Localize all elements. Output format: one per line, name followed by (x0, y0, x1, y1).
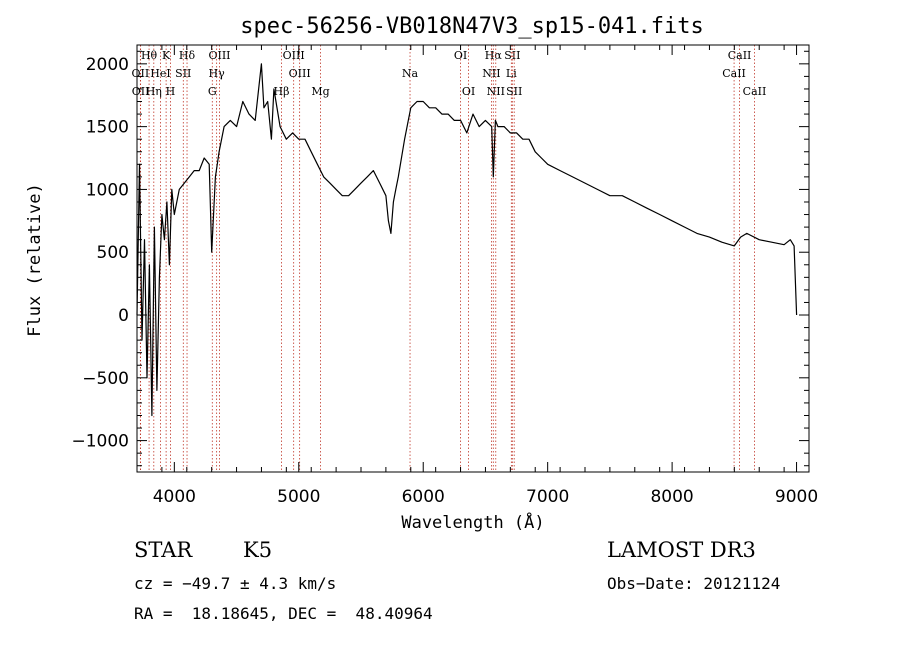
spectrum-line (136, 63, 798, 417)
spectral-line-label: Hη (146, 85, 162, 98)
y-tick-label: −1000 (71, 432, 129, 452)
x-tick-label: 7000 (526, 487, 569, 507)
spectral-line-label: OIII (283, 49, 305, 62)
spectral-line-label: OIII (208, 49, 230, 62)
spectral-line-label: G (208, 85, 217, 98)
redshift-cz: cz = −49.7 ± 4.3 km/s (134, 574, 337, 593)
spectral-line-label: Hθ (141, 49, 158, 62)
spectral-line-label: Na (402, 67, 419, 80)
y-tick-label: 1000 (86, 180, 129, 200)
object-class: STAR (134, 538, 193, 562)
spectral-line-label: SII (175, 67, 191, 80)
spectral-line-label: SII (506, 85, 522, 98)
spectral-line-label: CaII (743, 85, 767, 98)
x-tick-label: 8000 (650, 487, 693, 507)
spectral-line-label: CaII (722, 67, 746, 80)
spectral-line-label: Mg (311, 85, 329, 98)
y-tick-label: 1500 (86, 118, 129, 138)
spectral-line-label: HeI (150, 67, 170, 80)
spectral-line-label: CaII (728, 49, 752, 62)
object-subclass: K5 (243, 538, 273, 562)
observation-date: Obs−Date: 20121124 (607, 574, 781, 593)
spectral-line-label: K (162, 49, 171, 62)
spectral-line-label: NII (487, 85, 505, 98)
y-axis-label: Flux (relative) (25, 183, 45, 337)
spectral-line-label: H (166, 85, 176, 98)
chart-title: spec-56256-VB018N47V3_sp15-041.fits (240, 14, 704, 39)
spectral-line-label: OI (454, 49, 467, 62)
y-tick-label: 2000 (86, 55, 129, 75)
x-tick-label: 4000 (153, 487, 196, 507)
spectral-line-label: OII (132, 85, 150, 98)
spectral-line-label: SII (504, 49, 520, 62)
y-tick-label: −500 (82, 369, 129, 389)
spectral-line-label: Hβ (274, 85, 290, 98)
spectrum-series (136, 63, 798, 417)
y-tick-label: 500 (97, 243, 129, 263)
spectral-line-label: OIII (289, 67, 311, 80)
spectral-line-label: Hα (485, 49, 503, 62)
x-axis-label: Wavelength (Å) (401, 511, 544, 533)
plot-frame (136, 44, 810, 473)
x-tick-label: 5000 (277, 487, 320, 507)
spectral-line-label: Li (506, 67, 517, 80)
spectral-line-label: OI (462, 85, 475, 98)
spectral-line-label: Hδ (179, 49, 196, 62)
x-tick-label: 9000 (775, 487, 818, 507)
axis-ticks: 4000 5000 6000 7000 8000 9000 −1000 −500 0 500 100… (71, 45, 818, 507)
x-tick-label: 6000 (402, 487, 445, 507)
spectral-line-label: Hγ (209, 67, 226, 80)
coordinates-radec: RA = 18.18645, DEC = 48.40964 (134, 604, 433, 623)
y-tick-label: 0 (118, 306, 129, 326)
spectral-line-label: NII (482, 67, 500, 80)
survey-name: LAMOST DR3 (607, 538, 756, 562)
